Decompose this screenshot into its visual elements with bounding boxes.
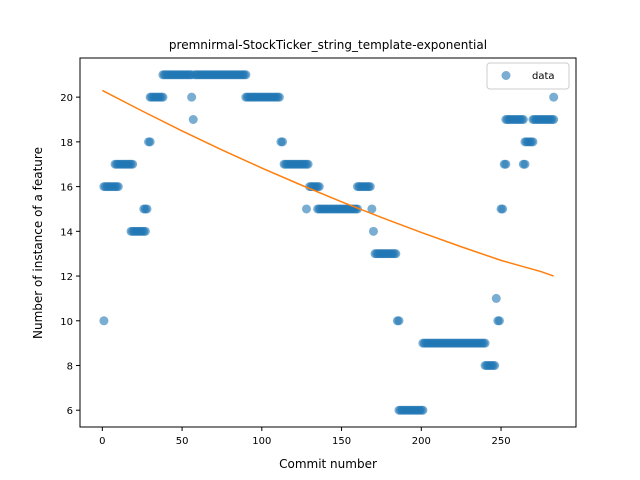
data-point bbox=[518, 115, 528, 124]
data-point bbox=[241, 70, 251, 80]
legend-label-data: data bbox=[532, 71, 555, 82]
legend: data bbox=[486, 62, 570, 90]
x-tick-label: 250 bbox=[491, 436, 510, 447]
data-point bbox=[314, 182, 324, 192]
data-point bbox=[188, 115, 198, 124]
plot-area bbox=[99, 70, 559, 415]
data-point bbox=[187, 92, 197, 102]
data-point bbox=[301, 204, 311, 214]
data-point bbox=[367, 204, 377, 214]
y-tick-label: 8 bbox=[67, 362, 73, 373]
y-tick-label: 12 bbox=[60, 272, 73, 283]
x-tick-label: 150 bbox=[332, 436, 351, 447]
data-point bbox=[418, 405, 428, 415]
x-tick-label: 0 bbox=[99, 436, 105, 447]
data-point bbox=[391, 249, 401, 259]
legend-marker bbox=[501, 71, 511, 80]
data-point bbox=[494, 316, 504, 326]
data-point bbox=[365, 182, 375, 192]
data-point bbox=[145, 137, 155, 147]
fit-line bbox=[101, 89, 554, 277]
data-point bbox=[303, 159, 313, 169]
data-point bbox=[549, 92, 559, 102]
data-point bbox=[490, 361, 500, 370]
y-tick-label: 10 bbox=[60, 317, 73, 328]
y-tick-label: 16 bbox=[60, 183, 73, 194]
plot-frame bbox=[79, 57, 577, 428]
data-point bbox=[368, 226, 378, 236]
data-point bbox=[549, 115, 559, 124]
chart-title: premnirmal-StockTicker_string_template-e… bbox=[169, 38, 487, 52]
data-point bbox=[113, 182, 123, 192]
legend-frame bbox=[486, 62, 570, 90]
x-tick-label: 50 bbox=[176, 436, 189, 447]
data-point bbox=[498, 204, 508, 214]
data-point bbox=[278, 137, 288, 147]
data-point bbox=[480, 338, 490, 348]
y-tick-label: 18 bbox=[60, 138, 73, 149]
data-point bbox=[274, 92, 284, 102]
x-tick-label: 100 bbox=[252, 436, 271, 447]
x-axis: 0 50 100 150 200 250 bbox=[99, 427, 511, 447]
data-point bbox=[528, 137, 538, 147]
y-tick-label: 14 bbox=[60, 227, 73, 238]
y-tick-label: 6 bbox=[67, 406, 73, 417]
data-point bbox=[140, 226, 150, 236]
x-axis-label: Commit number bbox=[279, 457, 377, 471]
x-tick-label: 200 bbox=[412, 436, 431, 447]
data-point bbox=[128, 159, 138, 169]
data-point bbox=[520, 159, 530, 169]
data-point bbox=[99, 316, 109, 326]
y-axis: 6 8 10 12 14 16 18 20 bbox=[60, 93, 80, 417]
y-tick-label: 20 bbox=[60, 93, 73, 104]
data-point bbox=[491, 293, 501, 303]
y-axis-label: Number of instance of a feature bbox=[31, 147, 45, 339]
data-point bbox=[501, 159, 511, 169]
data-point bbox=[394, 316, 404, 326]
data-point bbox=[158, 92, 168, 102]
data-point bbox=[142, 204, 152, 214]
